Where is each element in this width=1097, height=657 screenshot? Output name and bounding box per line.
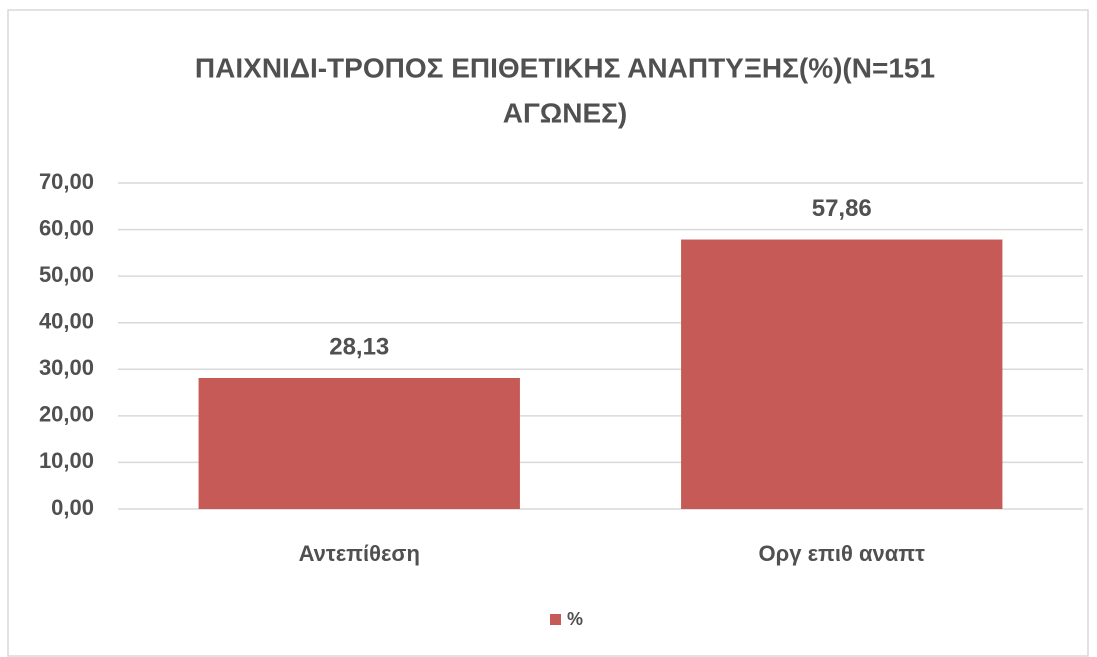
- y-tick-label: 0,00: [51, 495, 94, 520]
- y-tick-label: 40,00: [39, 309, 94, 334]
- chart-title: ΠΑΙΧΝΙΔΙ-ΤΡΟΠΟΣ ΕΠΙΘΕΤΙΚΗΣ ΑΝΑΠΤΥΞΗΣ(%)(…: [195, 52, 935, 83]
- y-tick-label: 10,00: [39, 448, 94, 473]
- data-label: 57,86: [812, 195, 872, 222]
- y-tick-label: 30,00: [39, 355, 94, 380]
- data-label: 28,13: [329, 333, 389, 360]
- chart-title: ΑΓΩΝΕΣ): [503, 97, 628, 128]
- y-tick-label: 70,00: [39, 169, 94, 194]
- y-tick-label: 50,00: [39, 262, 94, 287]
- bar: [681, 239, 1003, 509]
- legend-swatch: [550, 614, 561, 625]
- y-tick-label: 20,00: [39, 402, 94, 427]
- bar: [198, 377, 520, 509]
- legend-label: %: [567, 609, 583, 629]
- y-tick-label: 60,00: [39, 215, 94, 240]
- x-tick-label: Αντεπίθεση: [299, 541, 420, 566]
- x-tick-label: Οργ επιθ αναπτ: [759, 541, 926, 566]
